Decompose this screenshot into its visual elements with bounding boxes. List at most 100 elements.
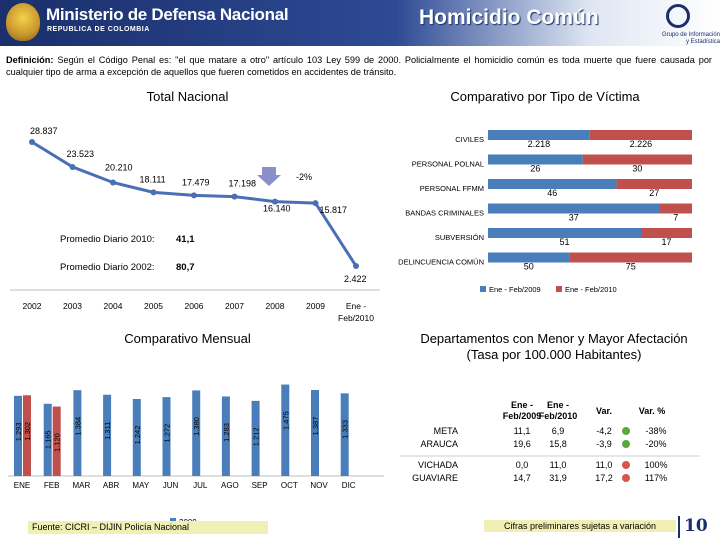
monthly-bar-2009: [73, 390, 82, 476]
page-number: 10: [684, 516, 708, 536]
victim-bar-2010: [582, 154, 692, 165]
victim-bar-2009: [488, 154, 583, 165]
dept-header: Var. %: [639, 406, 666, 416]
victim-value-label-2009: 26: [530, 164, 540, 174]
monthly-value-label: 1.302: [23, 422, 32, 441]
dept-value-2009: 14,7: [513, 473, 531, 483]
dept-value-2010: 11,0: [550, 460, 567, 470]
monthly-bar-2009: [251, 400, 260, 476]
line-chart-value-label: 20.210: [105, 162, 133, 172]
legend-label-2009: Ene - Feb/2009: [489, 285, 541, 294]
logo-text-line2: y Estadística: [685, 39, 720, 45]
victim-bar-2009: [488, 130, 590, 140]
line-chart-x-tick: 2003: [63, 301, 82, 311]
dept-variation-pct: -20%: [645, 439, 666, 449]
monthly-x-tick: ABR: [103, 481, 120, 490]
victim-bar-2010: [641, 228, 692, 238]
status-dot-icon: [622, 461, 630, 469]
monthly-value-label: 1.293: [14, 422, 23, 441]
victim-value-label-2009: 50: [524, 262, 534, 272]
victim-bar-2010: [569, 252, 692, 263]
victim-value-label-2010: 30: [632, 164, 642, 174]
victim-value-label-2010: 27: [649, 188, 659, 198]
monthly-value-label: 1.333: [341, 420, 350, 439]
dept-name: ARAUCA: [420, 439, 458, 449]
victim-category-label: DELINCUENCIA COMÚN: [398, 258, 484, 267]
dept-variation-pct: 117%: [645, 473, 667, 483]
dept-variation-pct: 100%: [644, 460, 667, 470]
line-chart-x-tick: 2008: [266, 301, 285, 311]
line-chart-point: [29, 139, 35, 145]
victim-category-label: SUBVERSIÓN: [435, 233, 484, 242]
line-chart-value-label: 2.422: [344, 274, 367, 284]
monthly-x-tick: MAR: [73, 481, 91, 490]
line-chart-value-label: 16.140: [263, 204, 291, 214]
line-chart-point: [69, 163, 76, 170]
dept-header: Feb/2010: [539, 411, 578, 421]
line-chart-x-tick: 2002: [23, 301, 42, 311]
monthly-x-tick: FEB: [44, 481, 60, 490]
section-title-departments: Departamentos con Menor y Mayor Afectaci…: [388, 331, 720, 363]
dept-header: Ene -: [511, 400, 533, 410]
logo-text-line1: Grupo de Información: [661, 32, 720, 38]
monthly-value-label: 1.387: [311, 417, 320, 436]
monthly-x-tick: MAY: [132, 481, 149, 490]
section-title-total: Total Nacional: [146, 89, 229, 104]
monthly-value-label: 1.272: [163, 424, 172, 443]
monthly-x-tick: SEP: [252, 481, 268, 490]
monthly-bar-2009: [221, 396, 230, 476]
monthly-x-tick: JUN: [163, 481, 179, 490]
monthly-x-tick: JUL: [193, 481, 208, 490]
victim-bar-2009: [488, 252, 570, 263]
line-chart-value-label: 17.198: [229, 179, 257, 189]
victim-value-label-2009: 2.218: [528, 139, 551, 149]
line-chart-x-tick: 2009: [306, 301, 325, 311]
line-chart-value-label: 18.111: [140, 174, 166, 184]
dept-name: META: [434, 426, 458, 436]
line-chart-value-label: 23.523: [67, 149, 95, 159]
monthly-x-tick: NOV: [310, 481, 328, 490]
line-chart-value-label: 15.817: [320, 205, 348, 215]
line-chart-annotation: -2%: [296, 172, 312, 182]
slide-title: Homicidio Común: [419, 6, 599, 29]
page-number-divider: [678, 516, 680, 538]
line-chart-x-tick: Feb/2010: [338, 313, 374, 323]
daily-average-label: Promedio Diario 2010:: [60, 234, 155, 245]
footer-note: Cifras preliminares sujetas a variación: [484, 520, 676, 532]
line-chart-point: [231, 193, 238, 200]
legend-swatch-2010: [556, 286, 562, 292]
line-chart-point: [191, 192, 197, 199]
grupo-informacion-logo-icon: [666, 4, 690, 28]
status-dot-icon: [622, 474, 630, 482]
line-chart-x-tick: 2006: [185, 301, 204, 311]
daily-average-value: 80,7: [176, 262, 195, 273]
logo-text: Grupo de Información y Estadística: [636, 32, 720, 46]
victim-bar-2009: [488, 203, 660, 214]
departments-title-line2: (Tasa por 100.000 Habitantes): [466, 347, 642, 362]
decrease-arrow-icon: [257, 167, 281, 186]
victim-bar-2010: [659, 203, 692, 214]
dept-value-2009: 19,6: [513, 439, 531, 449]
section-title-victims: Comparativo por Tipo de Víctima: [450, 89, 640, 104]
monthly-bar-2009: [311, 390, 319, 476]
line-chart-point: [312, 200, 319, 207]
monthly-bar-2009: [192, 390, 201, 476]
victim-value-label-2010: 2.226: [630, 139, 653, 149]
monthly-bar-2009: [14, 395, 22, 476]
victim-value-label-2009: 46: [547, 188, 557, 198]
monthly-bar-2009: [281, 384, 290, 476]
colombia-crest-icon: [6, 3, 40, 41]
dept-variation: -4,2: [596, 426, 612, 436]
status-dot-icon: [622, 440, 630, 448]
dept-value-2010: 15,8: [549, 439, 567, 449]
dept-value-2009: 0,0: [516, 460, 529, 470]
line-chart-point: [150, 189, 157, 196]
monthly-value-label: 1.475: [281, 411, 290, 430]
section-title-monthly: Comparativo Mensual: [124, 331, 251, 346]
monthly-value-label: 1.120: [53, 433, 62, 452]
dept-variation: -3,9: [596, 439, 612, 449]
definition-label: Definición:: [6, 55, 54, 65]
victim-category-label: CIVILES: [455, 135, 484, 144]
legend-label-2010: Ene - Feb/2010: [565, 285, 617, 294]
